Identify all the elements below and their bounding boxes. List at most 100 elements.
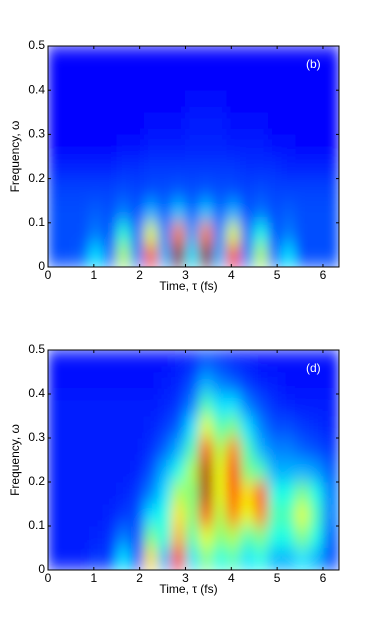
y-tick-label: 0.2 — [28, 171, 45, 185]
heatmap-cell — [48, 350, 63, 373]
heatmap-cell — [143, 89, 159, 113]
heatmap-area — [48, 350, 339, 570]
heatmap-cell — [322, 437, 339, 461]
heatmap-cell — [226, 89, 241, 113]
heatmap-cell — [253, 46, 269, 69]
heatmap-cell — [308, 200, 324, 224]
heatmap-cell — [88, 112, 104, 135]
heatmap-cell — [143, 437, 159, 461]
heatmap-cell — [143, 393, 159, 417]
heatmap-cell — [130, 415, 145, 439]
heatmap-cell — [212, 156, 228, 179]
heatmap-cell — [157, 547, 173, 570]
heatmap-cell — [226, 393, 241, 417]
heatmap-cell — [116, 222, 131, 246]
heatmap-cell — [212, 547, 228, 570]
heatmap-cell — [267, 371, 283, 395]
heatmap-cell — [281, 89, 296, 113]
heatmap-cell — [116, 547, 131, 570]
heatmap-cell — [322, 525, 339, 549]
heatmap-cell — [185, 459, 200, 483]
heatmap-cell — [88, 222, 104, 246]
heatmap-cell — [267, 525, 283, 549]
heatmap-cell — [308, 46, 324, 69]
heatmap-cell — [295, 112, 310, 135]
heatmap-cell — [102, 222, 118, 246]
heatmap-cell — [157, 503, 173, 527]
y-tick-label: 0.1 — [28, 518, 45, 532]
heatmap-cell — [198, 371, 214, 395]
heatmap-cell — [102, 481, 118, 505]
heatmap-cell — [198, 459, 214, 483]
heatmap-cell — [240, 350, 255, 373]
heatmap-cell — [157, 156, 173, 179]
heatmap-cell — [308, 547, 324, 570]
heatmap-cell — [143, 481, 159, 505]
heatmap-cell — [130, 393, 145, 417]
heatmap-cell — [281, 200, 296, 224]
heatmap-cell — [61, 415, 76, 439]
heatmap-cell — [253, 112, 269, 135]
heatmap-cell — [295, 459, 310, 483]
heatmap-cell — [322, 46, 339, 69]
heatmap-cell — [75, 112, 90, 135]
heatmap-cell — [171, 525, 186, 549]
heatmap-cell — [116, 437, 131, 461]
heatmap-cell — [185, 393, 200, 417]
heatmap-cell — [212, 200, 228, 224]
heatmap-cell — [267, 547, 283, 570]
heatmap-cell — [75, 46, 90, 69]
heatmap-cell — [61, 547, 76, 570]
y-tick-label: 0 — [38, 562, 45, 576]
heatmap-cell — [157, 371, 173, 395]
heatmap-cell — [185, 525, 200, 549]
y-tick-label: 0.5 — [28, 38, 45, 52]
heatmap-cell — [75, 371, 90, 395]
heatmap-cell — [212, 46, 228, 69]
heatmap-cell — [143, 547, 159, 570]
heatmap-cell — [143, 350, 159, 373]
heatmap-cell — [61, 503, 76, 527]
heatmap-cell — [240, 156, 255, 179]
heatmap-cell — [102, 112, 118, 135]
heatmap-cell — [281, 459, 296, 483]
heatmap-cell — [116, 459, 131, 483]
heatmap-cell — [281, 437, 296, 461]
heatmap-cell — [75, 244, 90, 267]
heatmap-cell — [253, 459, 269, 483]
heatmap-cell — [171, 200, 186, 224]
heatmap-cell — [102, 525, 118, 549]
heatmap-cell — [75, 525, 90, 549]
heatmap-cell — [61, 244, 76, 267]
heatmap-cell — [281, 525, 296, 549]
heatmap-cell — [240, 178, 255, 201]
y-tick-label: 0.2 — [28, 474, 45, 488]
heatmap-cell — [143, 67, 159, 91]
heatmap-cell — [212, 222, 228, 246]
heatmap-cell — [226, 178, 241, 201]
heatmap-cell — [61, 371, 76, 395]
heatmap-cell — [48, 393, 63, 417]
heatmap-cell — [322, 481, 339, 505]
heatmap-cell — [281, 371, 296, 395]
heatmap-cell — [267, 459, 283, 483]
heatmap-cell — [75, 156, 90, 179]
heatmap-cell — [240, 112, 255, 135]
heatmap-cell — [308, 503, 324, 527]
heatmap-cell — [185, 89, 200, 113]
heatmap-cell — [116, 393, 131, 417]
heatmap-area — [48, 46, 339, 267]
heatmap-cell — [185, 112, 200, 135]
heatmap-cell — [198, 222, 214, 246]
heatmap-cell — [88, 67, 104, 91]
heatmap-cell — [61, 481, 76, 505]
heatmap-cell — [48, 112, 63, 135]
heatmap-cell — [295, 481, 310, 505]
heatmap-cell — [171, 459, 186, 483]
heatmap-cell — [198, 525, 214, 549]
heatmap-cell — [295, 503, 310, 527]
heatmap-cell — [61, 67, 76, 91]
heatmap-cell — [102, 89, 118, 113]
heatmap-cell — [322, 459, 339, 483]
heatmap-cell — [267, 156, 283, 179]
